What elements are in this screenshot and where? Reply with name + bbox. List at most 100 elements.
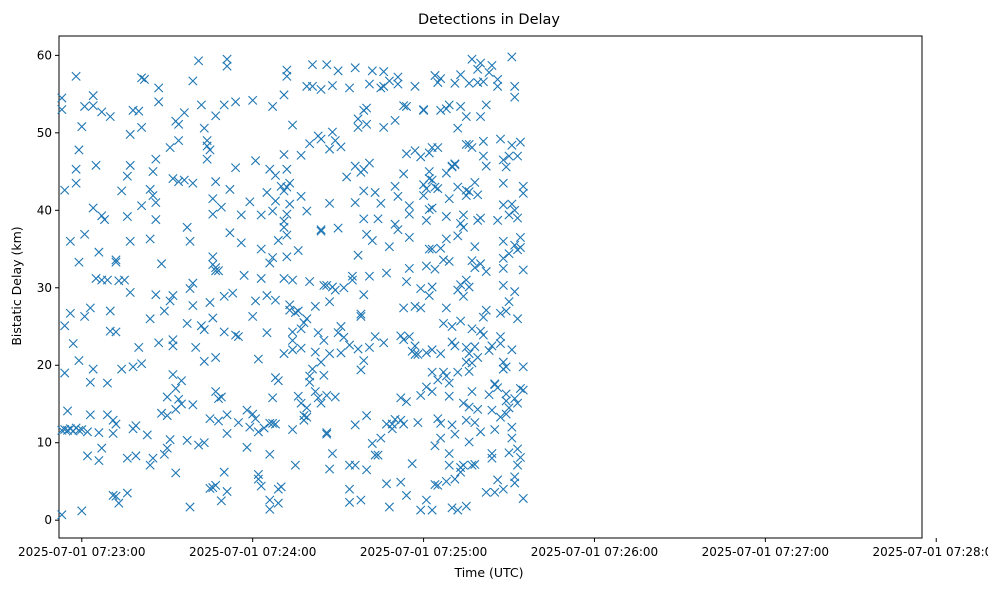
data-point bbox=[396, 393, 406, 403]
data-point bbox=[208, 194, 218, 204]
data-point bbox=[512, 444, 523, 454]
data-point bbox=[453, 367, 463, 377]
data-point bbox=[148, 190, 158, 201]
data-point bbox=[490, 424, 500, 435]
data-point bbox=[399, 419, 409, 429]
data-point bbox=[347, 271, 357, 281]
data-point bbox=[65, 236, 75, 246]
data-point bbox=[94, 247, 104, 257]
data-point bbox=[387, 424, 397, 434]
data-point bbox=[296, 324, 306, 334]
data-point bbox=[305, 377, 315, 387]
data-point bbox=[57, 510, 67, 520]
data-point bbox=[467, 386, 477, 397]
data-point bbox=[401, 101, 412, 112]
data-point bbox=[322, 428, 332, 438]
data-point bbox=[458, 291, 469, 301]
data-point bbox=[376, 433, 386, 443]
data-point bbox=[219, 327, 229, 337]
data-point bbox=[80, 311, 90, 322]
data-point bbox=[350, 63, 360, 73]
data-point bbox=[359, 356, 369, 366]
y-tick-label: 30 bbox=[37, 281, 52, 295]
data-point bbox=[359, 214, 369, 224]
data-point bbox=[410, 301, 420, 311]
data-point bbox=[293, 306, 303, 316]
data-point bbox=[427, 244, 437, 254]
data-point bbox=[473, 404, 483, 414]
data-point bbox=[410, 81, 420, 91]
data-point bbox=[396, 331, 406, 341]
data-point bbox=[324, 349, 335, 359]
data-point bbox=[71, 178, 81, 188]
data-point bbox=[60, 185, 70, 195]
y-tick-label: 10 bbox=[37, 436, 52, 450]
data-point bbox=[353, 250, 363, 260]
data-point bbox=[410, 341, 420, 351]
data-point bbox=[487, 453, 497, 463]
data-point bbox=[478, 312, 488, 322]
data-point bbox=[475, 111, 486, 122]
data-point bbox=[475, 259, 486, 269]
data-point bbox=[512, 398, 523, 408]
data-point bbox=[487, 341, 497, 351]
data-point bbox=[441, 303, 451, 313]
data-point bbox=[256, 244, 266, 254]
data-point bbox=[501, 389, 511, 399]
data-point bbox=[364, 158, 375, 168]
data-point bbox=[427, 175, 437, 185]
data-point bbox=[211, 111, 221, 121]
data-point bbox=[458, 210, 469, 220]
data-point bbox=[185, 283, 195, 294]
data-point bbox=[316, 225, 326, 235]
data-point bbox=[122, 211, 132, 222]
data-point bbox=[370, 331, 380, 342]
data-point bbox=[239, 270, 249, 280]
data-point bbox=[305, 276, 315, 287]
data-point bbox=[279, 90, 289, 100]
data-point bbox=[287, 275, 298, 285]
data-point bbox=[88, 364, 98, 374]
data-point bbox=[504, 403, 514, 413]
data-point bbox=[518, 265, 528, 275]
data-point bbox=[168, 290, 178, 301]
data-point bbox=[60, 368, 70, 378]
data-point bbox=[396, 477, 406, 487]
data-point bbox=[97, 443, 107, 453]
data-point bbox=[156, 259, 167, 269]
data-point bbox=[137, 201, 147, 211]
data-point bbox=[376, 83, 386, 93]
data-point bbox=[293, 391, 303, 401]
data-point bbox=[202, 154, 212, 164]
data-point bbox=[276, 482, 286, 492]
data-point bbox=[518, 188, 528, 198]
data-point bbox=[313, 328, 323, 338]
data-point bbox=[154, 338, 164, 348]
data-point bbox=[105, 111, 115, 122]
data-point bbox=[424, 148, 434, 158]
data-point bbox=[404, 331, 414, 342]
data-point bbox=[168, 173, 178, 184]
data-point bbox=[461, 342, 471, 353]
data-point bbox=[495, 338, 506, 349]
data-point bbox=[458, 460, 469, 470]
data-point bbox=[427, 345, 437, 355]
data-point bbox=[233, 331, 244, 342]
data-point bbox=[478, 151, 488, 161]
data-point bbox=[481, 161, 491, 171]
data-point bbox=[122, 171, 132, 181]
y-tick-label: 20 bbox=[37, 358, 52, 372]
data-point bbox=[481, 266, 491, 277]
data-point bbox=[273, 498, 283, 508]
data-point bbox=[436, 74, 446, 84]
data-point bbox=[379, 67, 389, 77]
data-point bbox=[262, 290, 272, 301]
data-point bbox=[125, 160, 135, 170]
data-point bbox=[128, 362, 138, 372]
data-point bbox=[481, 305, 491, 315]
data-point bbox=[222, 428, 232, 439]
data-point bbox=[307, 60, 318, 70]
data-point bbox=[456, 467, 466, 477]
data-point bbox=[111, 491, 121, 501]
data-point bbox=[510, 478, 520, 488]
